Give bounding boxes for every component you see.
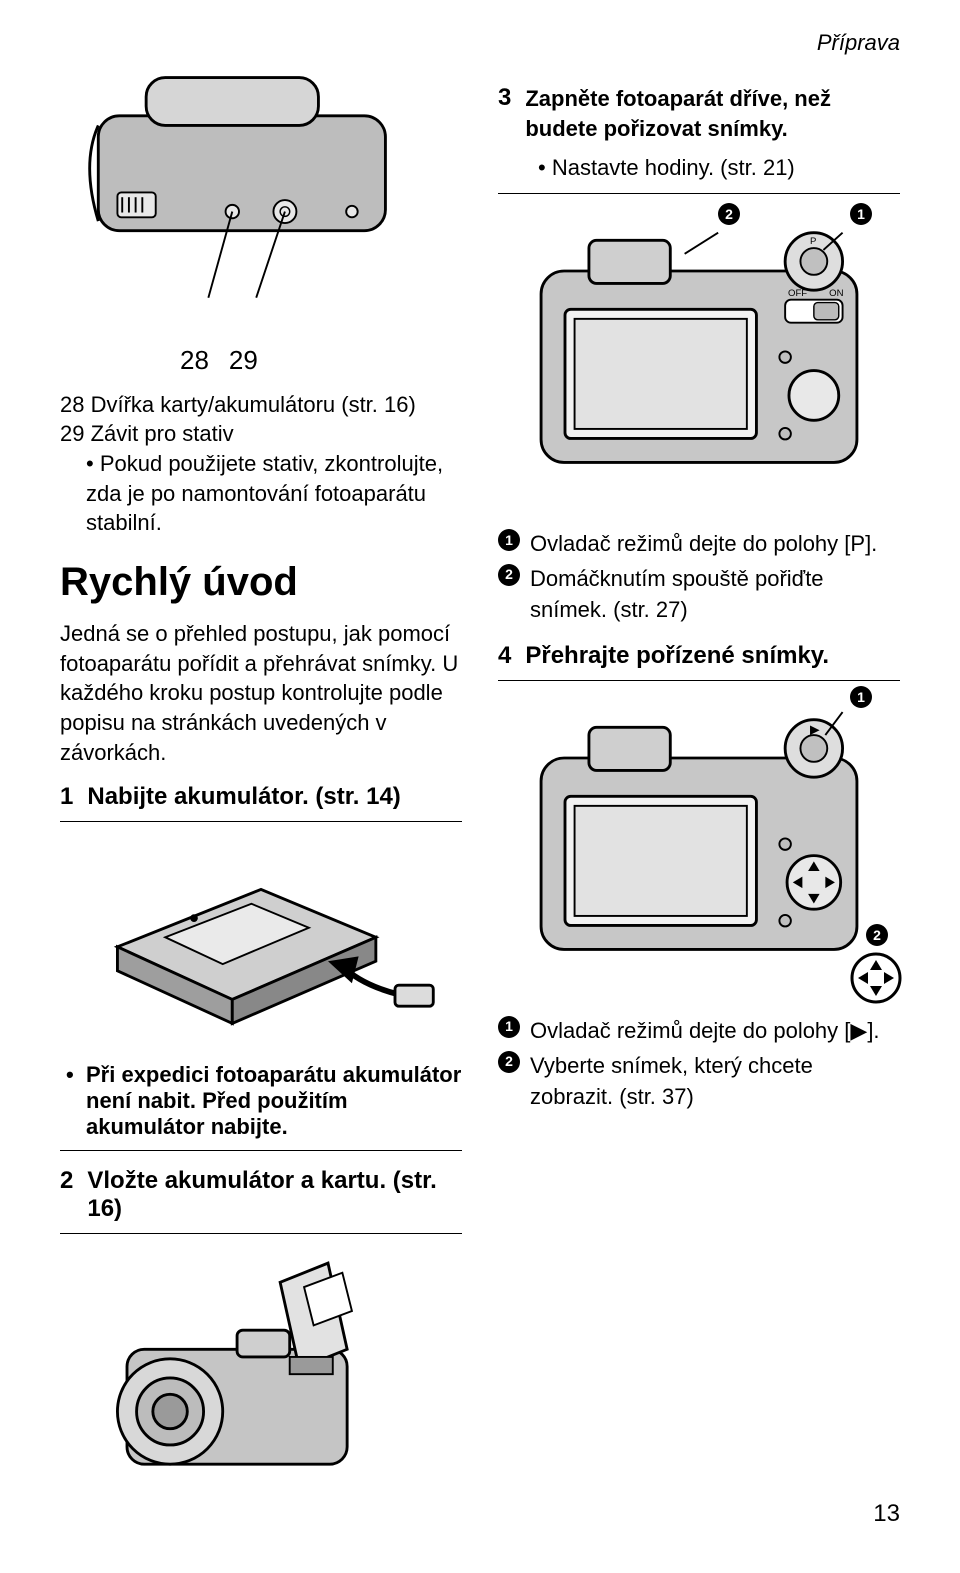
step4-sub2: 2 Vyberte snímek, který chcete zobrazit.… (498, 1051, 900, 1113)
camera-back-figure-1: P OFF ON 2 1 (498, 204, 900, 515)
step-3-bullet: Nastavte hodiny. (str. 21) (498, 153, 900, 183)
circled-2-icon: 2 (498, 564, 520, 586)
step4-sub1-text: Ovladač režimů dejte do polohy [▶]. (530, 1016, 900, 1047)
step4-substeps: 1 Ovladač režimů dejte do polohy [▶]. 2 … (498, 1016, 900, 1112)
section-name: Příprava (817, 30, 900, 55)
circled-1-icon: 1 (498, 529, 520, 551)
step-1-text: Nabijte akumulátor. (str. 14) (87, 783, 400, 811)
part-29-num: 29 (60, 421, 84, 446)
charge-note: Při expedici fotoaparátu akumulátor není… (60, 1062, 462, 1140)
part-28-num: 28 (60, 392, 84, 417)
right-column: 3 Zapněte fotoaparát dříve, než budete p… (498, 68, 900, 1512)
off-label: OFF (788, 288, 807, 299)
parts-list: 28 Dvířka karty/akumulátoru (str. 16) 29… (60, 390, 462, 538)
section-header: Příprava (60, 30, 900, 56)
camera-back1-svg: P OFF ON (498, 204, 900, 510)
callout-28: 28 (180, 345, 209, 376)
quick-start-intro: Jedná se o přehled postupu, jak pomocí f… (60, 619, 462, 767)
step-4-num: 4 (498, 642, 511, 670)
step4-sub1: 1 Ovladač režimů dejte do polohy [▶]. (498, 1016, 900, 1047)
part-29-text: Závit pro stativ (91, 421, 234, 446)
rule (498, 680, 900, 681)
camera-back-figure-2: 1 2 (498, 691, 900, 1002)
charger-svg (60, 832, 462, 1043)
step-2: 2 Vložte akumulátor a kartu. (str. 16) (60, 1167, 462, 1223)
step3-sub1-text: Ovladač režimů dejte do polohy [P]. (530, 529, 900, 560)
rule (60, 1150, 462, 1151)
step4-sub2-text: Vyberte snímek, který chcete zobrazit. (… (530, 1051, 900, 1113)
part-29: 29 Závit pro stativ (60, 419, 462, 449)
camera-back2-svg (498, 691, 900, 997)
step3-sub2-text: Domáčknutím spouště pořiďte snímek. (str… (530, 564, 900, 626)
step3-substeps: 1 Ovladač režimů dejte do polohy [P]. 2 … (498, 529, 900, 625)
tripod-note: Pokud použijete stativ, zkontrolujte, zd… (60, 449, 462, 538)
step3-sub2: 2 Domáčknutím spouště pořiďte snímek. (s… (498, 564, 900, 626)
part-28-text: Dvířka karty/akumulátoru (str. 16) (91, 392, 416, 417)
fig2-label-2: 2 (866, 924, 888, 946)
quick-start-heading: Rychlý úvod (60, 560, 462, 605)
camera-topview-svg (60, 68, 462, 346)
fig2-label-1: 1 (850, 686, 872, 708)
rule (498, 193, 900, 194)
insert-svg (60, 1244, 462, 1493)
step-3-text: Zapněte fotoaparát dříve, než budete poř… (525, 84, 900, 143)
left-column: 28 29 28 Dvířka karty/akumulátoru (str. … (60, 68, 462, 1512)
rule (60, 1233, 462, 1234)
insert-figure (60, 1244, 462, 1498)
dpad-icon (848, 950, 904, 1006)
svg-text:P: P (810, 236, 816, 247)
step-3: 3 Zapněte fotoaparát dříve, než budete p… (498, 84, 900, 143)
charger-figure (60, 832, 462, 1048)
step3-sub1: 1 Ovladač režimů dejte do polohy [P]. (498, 529, 900, 560)
step-2-num: 2 (60, 1167, 73, 1195)
circled-2-icon: 2 (498, 1051, 520, 1073)
step-1-num: 1 (60, 783, 73, 811)
topview-callouts: 28 29 (60, 345, 462, 376)
step-4-text: Přehrajte pořízené snímky. (525, 642, 829, 670)
step-4: 4 Přehrajte pořízené snímky. (498, 642, 900, 670)
on-label: ON (829, 288, 843, 299)
step-2-text: Vložte akumulátor a kartu. (str. 16) (87, 1167, 462, 1223)
part-28: 28 Dvířka karty/akumulátoru (str. 16) (60, 390, 462, 420)
two-column-layout: 28 29 28 Dvířka karty/akumulátoru (str. … (60, 68, 900, 1512)
circled-1-icon: 1 (498, 1016, 520, 1038)
page-number: 13 (873, 1500, 900, 1528)
rule (60, 821, 462, 822)
camera-topview-figure: 28 29 (60, 68, 462, 376)
step-1: 1 Nabijte akumulátor. (str. 14) (60, 783, 462, 811)
callout-29: 29 (229, 345, 258, 376)
step-3-num: 3 (498, 84, 511, 112)
